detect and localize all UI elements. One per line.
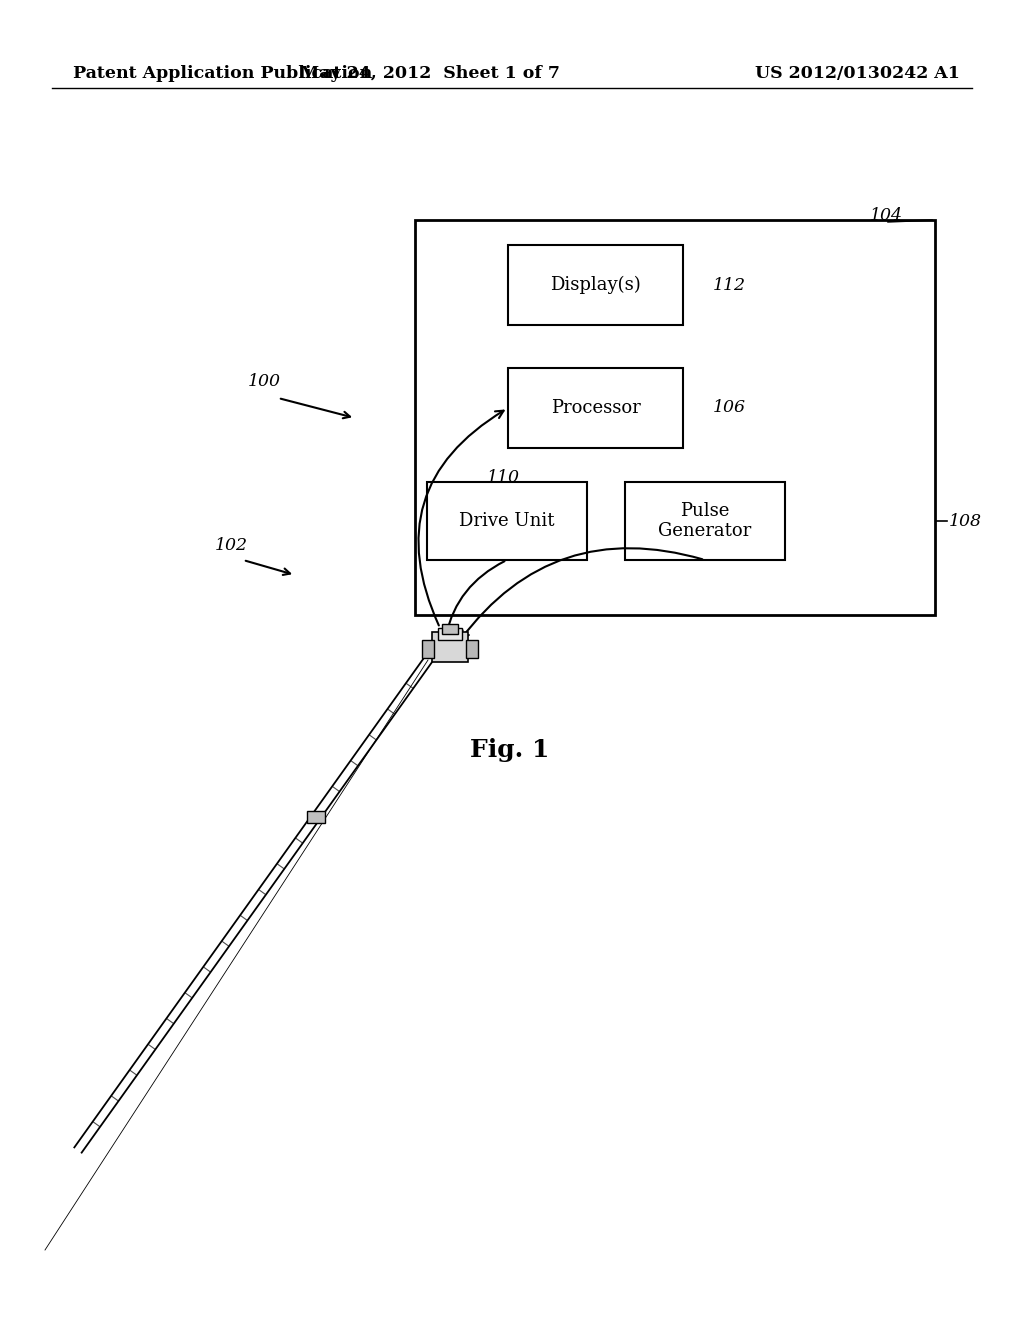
Text: 110: 110 (487, 470, 520, 487)
Bar (466, 640, 478, 657)
Bar (508, 246, 683, 325)
Text: US 2012/0130242 A1: US 2012/0130242 A1 (755, 65, 961, 82)
Bar (427, 482, 587, 560)
Text: Fig. 1: Fig. 1 (470, 738, 550, 762)
Bar (422, 640, 434, 657)
Bar (415, 220, 935, 615)
Text: 108: 108 (949, 512, 982, 529)
Text: Patent Application Publication: Patent Application Publication (73, 65, 373, 82)
Text: 106: 106 (713, 400, 746, 417)
Bar (442, 624, 458, 634)
Text: 104: 104 (870, 206, 903, 223)
Text: 100: 100 (248, 374, 281, 391)
Bar (438, 628, 462, 640)
Text: 102: 102 (215, 536, 248, 553)
Text: May 24, 2012  Sheet 1 of 7: May 24, 2012 Sheet 1 of 7 (300, 65, 560, 82)
Text: Processor: Processor (551, 399, 640, 417)
Text: Pulse
Generator: Pulse Generator (658, 502, 752, 540)
Bar (432, 632, 468, 663)
Bar (307, 810, 325, 822)
Text: Display(s): Display(s) (550, 276, 641, 294)
Text: 112: 112 (713, 276, 746, 293)
Bar (625, 482, 785, 560)
Bar (508, 368, 683, 447)
Text: Drive Unit: Drive Unit (459, 512, 555, 531)
